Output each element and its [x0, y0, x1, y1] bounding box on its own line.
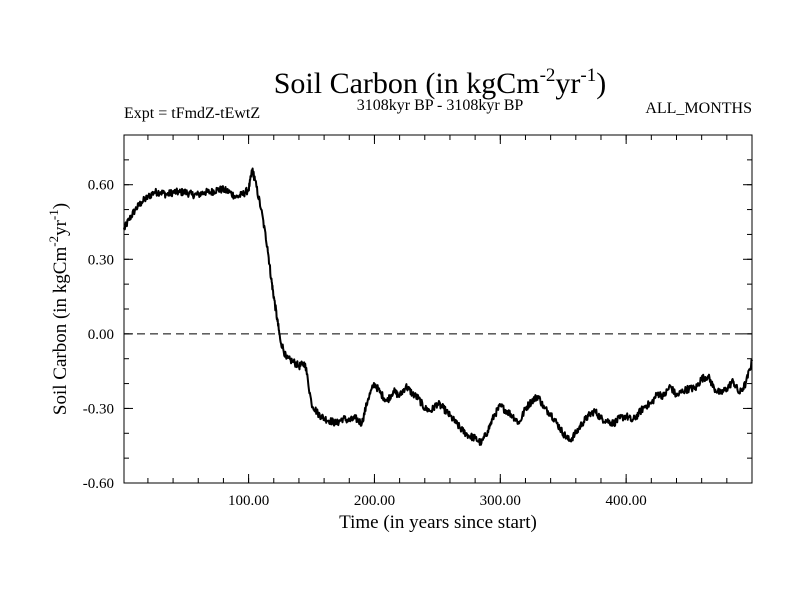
chart-title: Soil Carbon (in kgCm-2yr-1) — [274, 65, 607, 100]
subtitle-expt: Expt = tFmdZ-tEwtZ — [124, 105, 260, 122]
title-main: Soil Carbon (in kgCm — [274, 67, 540, 100]
x-tick-label: 400.00 — [606, 493, 647, 509]
y-label-main: Soil Carbon (in kgCm — [50, 247, 71, 416]
x-tick-label: 100.00 — [228, 493, 269, 509]
title-mid: yr — [555, 67, 580, 100]
y-label-exponent-1: -2 — [46, 236, 61, 247]
subtitle-period: 3108kyr BP - 3108kyr BP — [357, 97, 524, 114]
subtitle-months: ALL_MONTHS — [645, 100, 752, 117]
title-text: Soil Carbon (in kgCm-2yr-1) — [274, 65, 607, 100]
y-tick-label: -0.60 — [83, 476, 114, 492]
y-tick-label: 0.30 — [88, 252, 114, 268]
x-axis-label: Time (in years since start) — [339, 512, 537, 533]
y-label-exponent-2: -1 — [46, 209, 61, 220]
y-label-mid: yr — [50, 219, 71, 236]
title-exponent-1: -2 — [540, 65, 556, 86]
title-end: ) — [596, 67, 606, 100]
x-tick-label: 300.00 — [480, 493, 521, 509]
y-label-end: ) — [50, 203, 71, 209]
y-axis-ticks: -0.60 -0.30 0.00 0.30 0.60 — [83, 134, 752, 492]
y-tick-label: 0.00 — [88, 327, 114, 343]
y-axis-label: Soil Carbon (in kgCm-2yr-1) — [46, 203, 71, 415]
y-tick-label: 0.60 — [88, 178, 114, 194]
x-tick-label: 200.00 — [354, 493, 395, 509]
series-line — [123, 167, 753, 446]
x-axis-ticks: 100.00 200.00 300.00 400.00 — [147, 135, 753, 509]
y-tick-label: -0.30 — [83, 401, 114, 417]
title-exponent-2: -1 — [580, 65, 596, 86]
